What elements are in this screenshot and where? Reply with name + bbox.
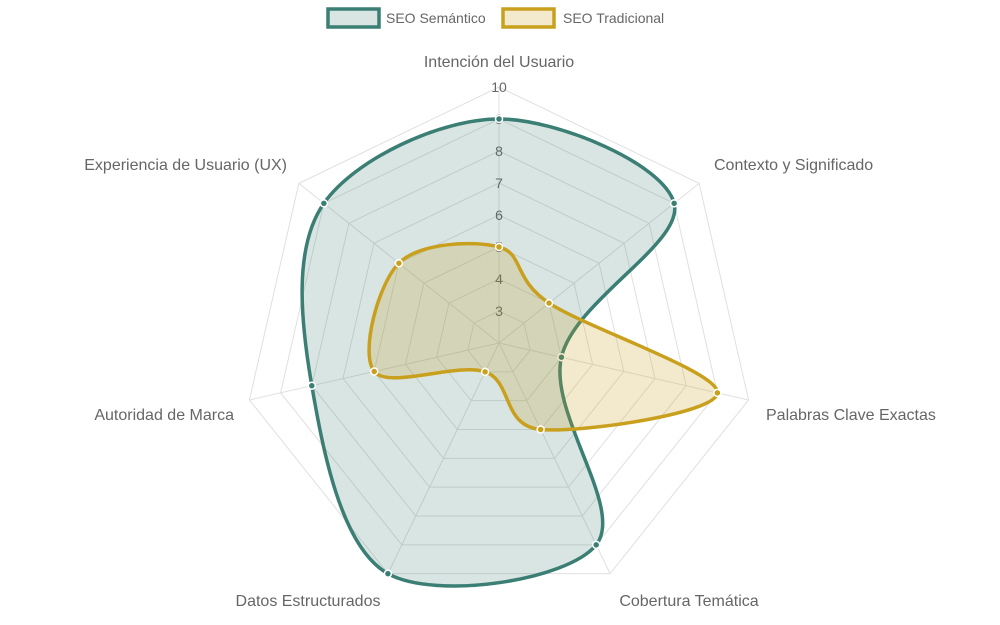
- axis-label: Intención del Usuario: [424, 54, 574, 71]
- axis-label: Palabras Clave Exactas: [766, 407, 936, 424]
- axis-label: Contexto y Significado: [714, 157, 873, 174]
- data-point: [669, 199, 679, 208]
- series-layer: [300, 114, 722, 588]
- legend-item[interactable]: SEO Tradicional: [501, 7, 664, 29]
- axis-label: Datos Estructurados: [236, 593, 381, 610]
- tick-label: 6: [495, 207, 503, 223]
- data-point: [383, 569, 393, 578]
- grid-spoke: [498, 342, 749, 401]
- tick-label: 3: [495, 303, 503, 319]
- data-point: [536, 425, 545, 434]
- data-point: [369, 367, 379, 376]
- data-point: [591, 540, 601, 550]
- data-point: [394, 258, 404, 268]
- series-area: [300, 117, 677, 588]
- series-seo-tradicional: [367, 241, 722, 434]
- data-point: [307, 381, 317, 390]
- data-point: [557, 352, 566, 362]
- axis-label: Experiencia de Usuario (UX): [84, 157, 287, 174]
- data-point: [494, 114, 504, 124]
- legend-item[interactable]: SEO Semántico: [326, 7, 486, 29]
- axis-label: Autoridad de Marca: [94, 407, 234, 424]
- tick-label: 8: [495, 143, 503, 159]
- series-area: [367, 241, 720, 432]
- legend-swatch: [501, 7, 556, 29]
- legend: SEO Semántico SEO Tradicional: [326, 7, 664, 29]
- tick-label: 4: [495, 271, 503, 287]
- grid-ring: [280, 118, 718, 546]
- grid-ring: [248, 86, 750, 575]
- legend-swatch: [326, 7, 381, 29]
- grid-spoke: [498, 182, 700, 344]
- legend-label: SEO Tradicional: [563, 10, 664, 26]
- data-point: [480, 367, 490, 377]
- series-seo-semantico: [300, 114, 679, 588]
- grid-ring: [373, 214, 625, 459]
- axis-labels: Intención del Usuario Contexto y Signific…: [84, 54, 936, 610]
- tick-label: 10: [491, 79, 507, 95]
- grid-ring: [404, 246, 594, 430]
- axis-label: Cobertura Temática: [619, 593, 758, 610]
- grid-ring: [467, 310, 531, 373]
- data-point: [544, 298, 554, 308]
- data-point: [494, 242, 504, 252]
- legend-label: SEO Semántico: [386, 10, 486, 26]
- data-point: [713, 388, 722, 398]
- grid-ring: [311, 150, 687, 517]
- data-point: [319, 199, 329, 208]
- grid-ring: [342, 182, 656, 488]
- grid-spoke: [498, 342, 611, 574]
- grid-spoke: [387, 342, 500, 574]
- tick-label: 7: [495, 175, 503, 191]
- grid-ring: [436, 278, 562, 402]
